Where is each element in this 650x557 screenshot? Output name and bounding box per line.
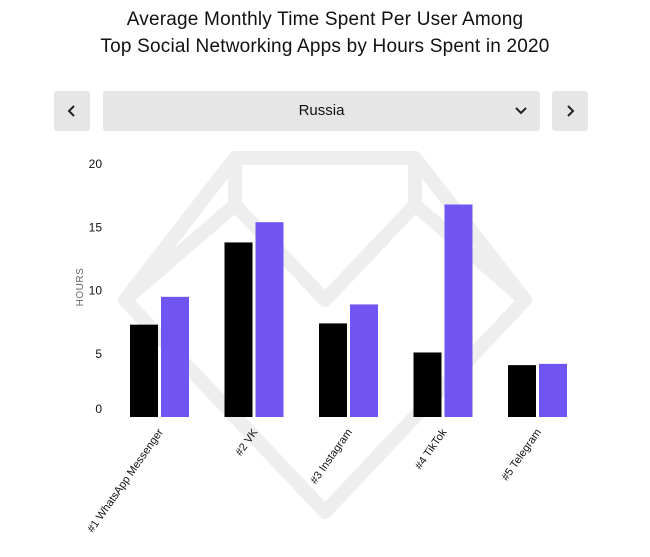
bar-2-5 [539, 363, 567, 417]
bar-1-1 [130, 324, 158, 417]
x-tick-label: #5 Telegram [500, 427, 544, 483]
x-tick-label: #3 Instagram [308, 427, 355, 486]
country-select[interactable]: Russia [103, 91, 540, 131]
x-tick-label: #4 TikTok [413, 426, 450, 471]
y-tick-label: 10 [89, 284, 103, 298]
y-tick-label: 0 [95, 402, 102, 416]
y-axis-label: HOURS [75, 268, 86, 307]
chevron-down-icon [515, 107, 527, 115]
x-tick-label: #1 WhatsApp Messenger [85, 427, 166, 535]
bar-1-2 [224, 242, 253, 417]
bar-2-2 [255, 222, 284, 417]
chevron-right-icon [567, 105, 575, 117]
bar-2-4 [444, 204, 473, 417]
prev-button[interactable] [54, 91, 90, 131]
bar-1-3 [319, 323, 347, 417]
y-tick-label: 15 [89, 220, 103, 234]
title-line-1: Average Monthly Time Spent Per User Amon… [126, 9, 524, 30]
chart-title: Average Monthly Time Spent Per User Amon… [0, 6, 650, 60]
chevron-left-icon [67, 105, 75, 117]
country-select-value: Russia [298, 102, 345, 119]
bar-1-4 [413, 352, 442, 417]
bar-1-5 [508, 365, 536, 417]
bar-2-3 [350, 304, 378, 417]
title-line-2: Top Social Networking Apps by Hours Spen… [100, 36, 550, 57]
next-button[interactable] [552, 91, 588, 131]
y-tick-label: 5 [95, 347, 102, 361]
y-tick-label: 20 [89, 157, 103, 171]
bar-2-1 [161, 296, 189, 417]
